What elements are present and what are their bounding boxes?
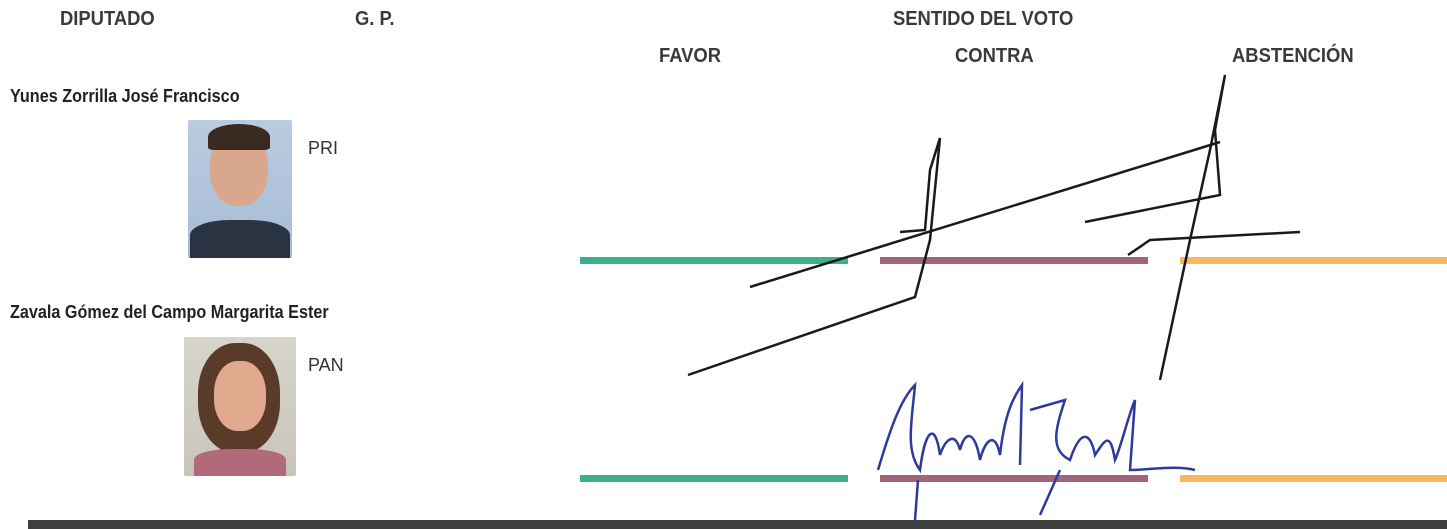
vote-option: ABSTENCIÓN <box>1232 45 1354 67</box>
party: PAN <box>308 355 344 375</box>
footer-bar <box>28 520 1447 529</box>
party: PRI <box>308 138 339 158</box>
column-header: G. P. <box>355 8 395 30</box>
column-header: SENTIDO DEL VOTO <box>893 8 1074 30</box>
vote-option: CONTRA <box>955 45 1034 67</box>
deputy-name: Zavala Gómez del Campo Margarita Ester <box>10 302 329 322</box>
deputy-name: Yunes Zorrilla José Francisco <box>10 86 240 106</box>
vote-option: FAVOR <box>659 45 722 67</box>
deputy-photo <box>188 120 292 258</box>
contra-line <box>880 475 1148 482</box>
abstention-line <box>1180 475 1447 482</box>
signature <box>876 380 1196 521</box>
favor-line <box>580 257 848 264</box>
deputy-photo <box>184 337 296 476</box>
favor-line <box>580 475 848 482</box>
column-header: DIPUTADO <box>60 8 155 30</box>
signature <box>687 74 1301 381</box>
abstention-line <box>1180 257 1447 264</box>
contra-line <box>880 257 1148 264</box>
